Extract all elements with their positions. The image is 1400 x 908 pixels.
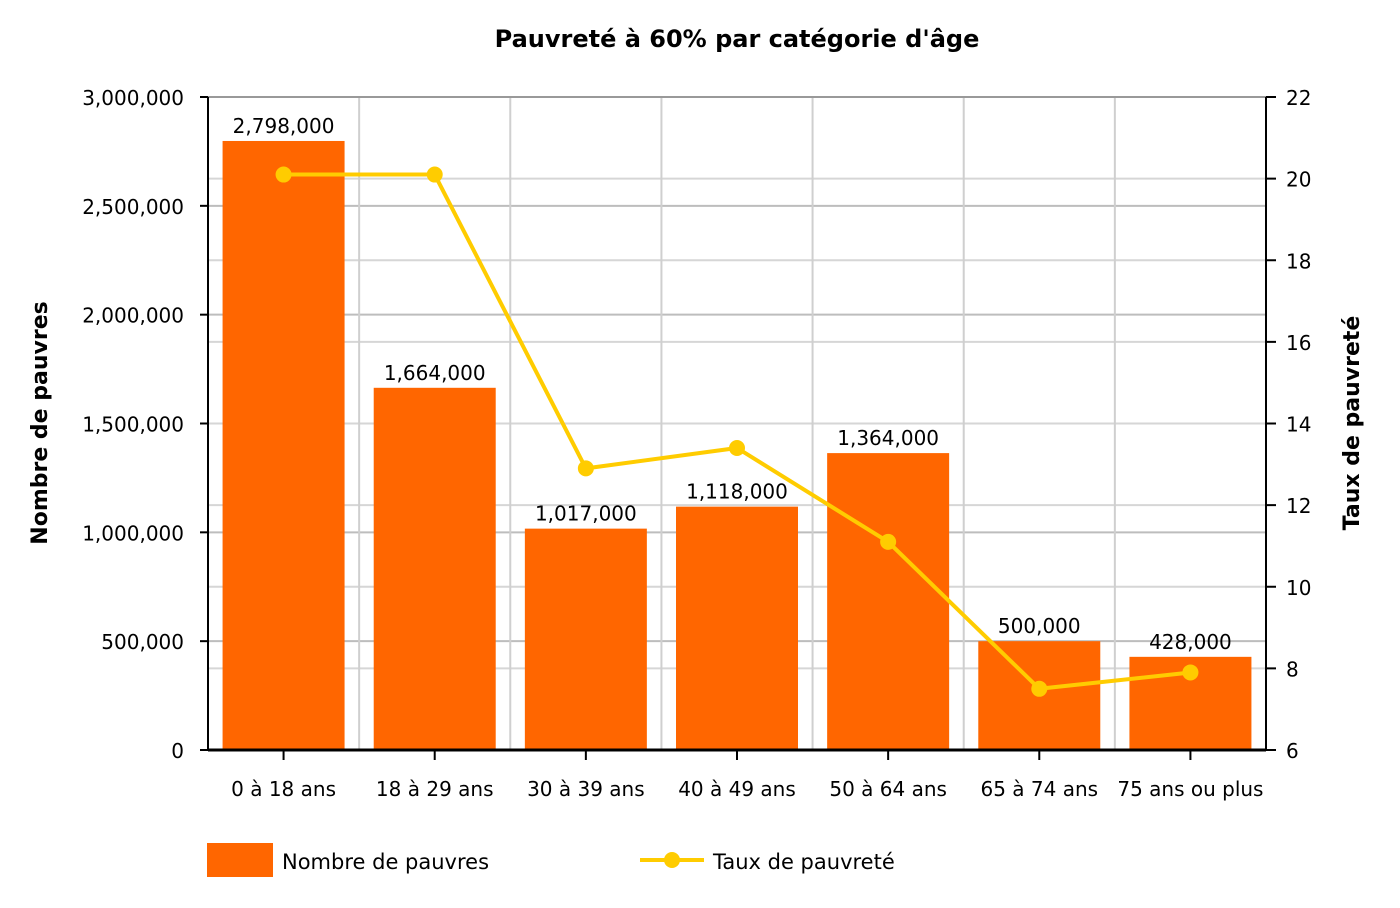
rate-point [729,439,745,456]
y-tick-label-right: 16 [1286,331,1311,355]
bar-data-label: 2,798,000 [233,114,335,138]
bar [827,453,950,750]
rate-line [275,166,1199,697]
y-tick-label-left: 1,000,000 [82,521,184,545]
y-axis-label-left: Nombre de pauvres [28,301,53,544]
legend-swatch-marker [664,852,680,868]
y-tick-label-right: 6 [1286,739,1299,763]
y-tick-label-right: 14 [1286,413,1311,437]
rate-point [880,533,897,550]
bars: 2,798,000 1,664,000 1,017,000 1,118,000 1,36… [222,114,1252,750]
x-tick-label: 0 à 18 ans [231,777,336,801]
rate-point [426,166,443,183]
y-tick-label-right: 10 [1286,576,1311,600]
axes: 0 500,000 1,000,000 1,500,000 2,000,000 2,500… [82,86,1311,801]
bar [373,387,496,750]
y-tick-label-right: 18 [1286,249,1311,273]
y-tick-label-left: 1,500,000 [82,413,184,437]
bar-data-label: 500,000 [998,614,1081,638]
x-tick-label: 75 ans ou plus [1117,777,1263,801]
chart-title: Pauvreté à 60% par catégorie d'âge [495,25,980,53]
y-tick-label-left: 500,000 [101,630,184,654]
y-tick-label-right: 12 [1286,494,1311,518]
bar [222,140,345,750]
y-tick-label-left: 3,000,000 [82,86,184,110]
y-tick-label-right: 8 [1286,657,1299,681]
y-axis-label-right: Taux de pauvreté [1340,316,1365,531]
legend-label-bars: Nombre de pauvres [282,850,489,874]
y-tick-label-right: 20 [1286,168,1311,192]
x-tick-label: 50 à 64 ans [829,777,947,801]
y-tick-label-left: 0 [171,739,184,763]
rate-point [1031,680,1048,697]
rate-point [1182,664,1199,681]
x-tick-label: 18 à 29 ans [376,777,494,801]
bar-data-label: 1,664,000 [384,361,486,385]
legend-label-line: Taux de pauvreté [712,850,895,874]
rate-point [275,166,292,183]
legend-swatch-bars [207,843,273,877]
bar-data-label: 1,017,000 [535,502,637,526]
x-tick-label: 40 à 49 ans [678,777,796,801]
bar [676,506,798,750]
y-tick-label-left: 2,500,000 [82,195,184,219]
y-tick-label-right: 22 [1286,86,1311,110]
bar-data-label: 428,000 [1149,630,1232,654]
bar-data-label: 1,364,000 [837,426,939,450]
legend: Nombre de pauvres Taux de pauvreté [207,843,895,877]
x-tick-label: 30 à 39 ans [527,777,645,801]
bar-data-label: 1,118,000 [686,480,788,504]
bar [524,528,647,750]
x-tick-label: 65 à 74 ans [980,777,1098,801]
rate-point [577,460,594,477]
y-tick-label-left: 2,000,000 [82,304,184,328]
